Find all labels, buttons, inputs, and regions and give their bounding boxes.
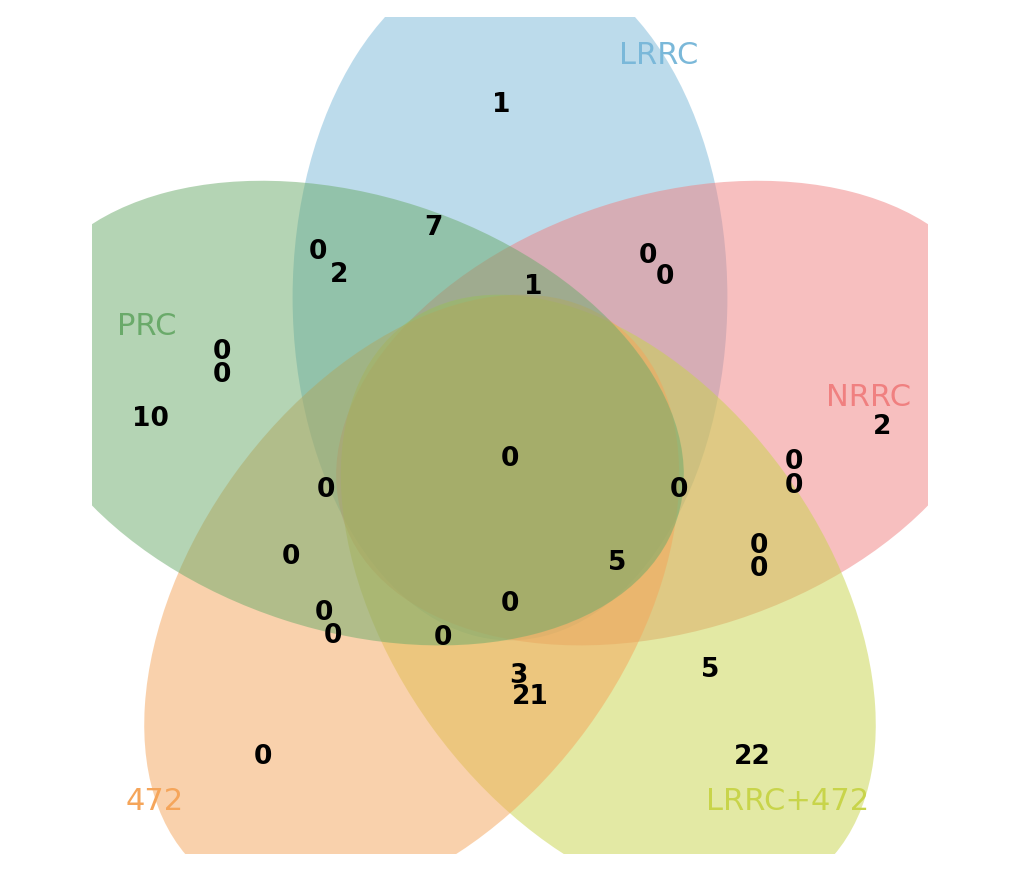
- Text: 2: 2: [329, 262, 347, 288]
- Text: 0: 0: [785, 473, 803, 499]
- Text: 0: 0: [785, 449, 803, 476]
- Text: 0: 0: [655, 264, 674, 290]
- Text: 0: 0: [433, 625, 451, 651]
- Ellipse shape: [340, 294, 875, 871]
- Text: 0: 0: [749, 557, 767, 583]
- Text: 0: 0: [212, 362, 230, 388]
- Text: PRC: PRC: [117, 313, 176, 341]
- Text: 22: 22: [734, 745, 770, 771]
- Text: 0: 0: [500, 446, 519, 472]
- Text: 5: 5: [607, 550, 626, 576]
- Text: 0: 0: [212, 339, 230, 365]
- Text: 0: 0: [308, 239, 326, 265]
- Ellipse shape: [292, 0, 727, 640]
- Text: NRRC: NRRC: [825, 383, 910, 412]
- Ellipse shape: [144, 294, 679, 871]
- Text: 0: 0: [638, 243, 656, 269]
- Text: 472: 472: [125, 787, 183, 816]
- Text: 10: 10: [131, 406, 169, 432]
- Text: 21: 21: [512, 685, 548, 710]
- Text: 0: 0: [254, 745, 272, 771]
- Text: 0: 0: [500, 591, 519, 618]
- Text: 0: 0: [281, 544, 300, 570]
- Text: 3: 3: [508, 664, 527, 689]
- Ellipse shape: [336, 181, 1001, 645]
- Text: 0: 0: [317, 476, 335, 503]
- Text: LRRC: LRRC: [619, 41, 697, 70]
- Text: 2: 2: [872, 414, 891, 440]
- Text: 1: 1: [524, 273, 542, 300]
- Text: 1: 1: [492, 92, 511, 118]
- Ellipse shape: [18, 181, 683, 645]
- Text: 0: 0: [315, 600, 333, 625]
- Text: LRRC+472: LRRC+472: [706, 787, 868, 816]
- Text: 7: 7: [424, 215, 442, 241]
- Text: 5: 5: [701, 657, 719, 683]
- Text: 0: 0: [323, 623, 341, 649]
- Text: 0: 0: [749, 533, 767, 559]
- Text: 0: 0: [669, 476, 688, 503]
